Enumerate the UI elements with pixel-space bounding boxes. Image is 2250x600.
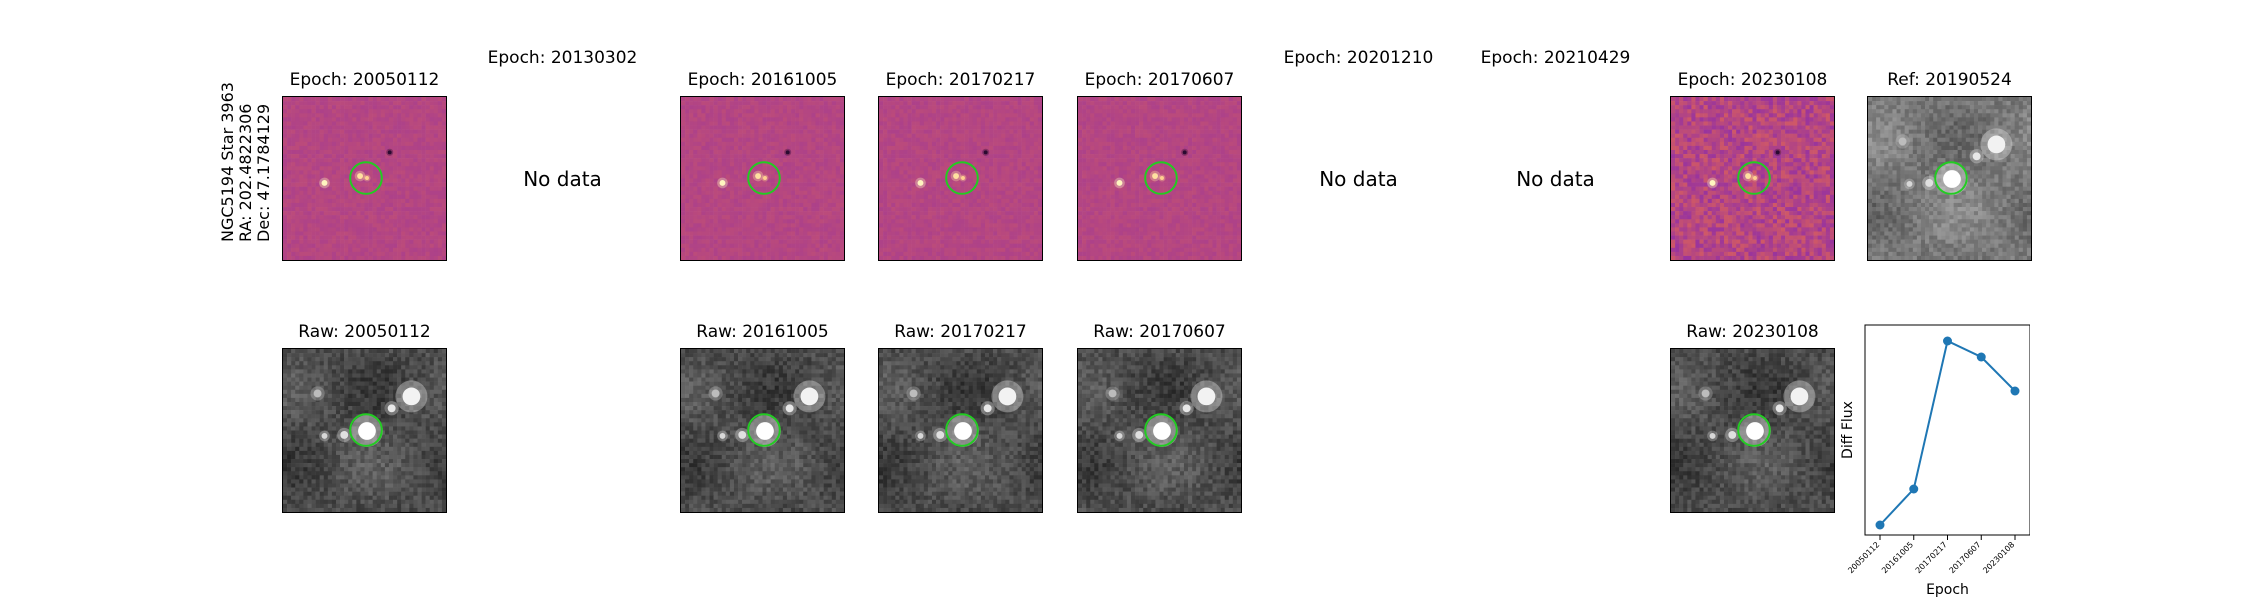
target-dec: Dec: 47.1784129 [254, 103, 273, 242]
top-panel-title: Epoch: 20170607 [1084, 70, 1235, 90]
top-panel-title: Epoch: 20050112 [289, 70, 440, 90]
raw-image [1077, 348, 1242, 513]
difference-image [1077, 96, 1242, 261]
raw-image [680, 348, 845, 513]
difference-image [1670, 96, 1835, 261]
no-data-message: No data [1516, 166, 1595, 191]
top-panel-title: Epoch: 20210429 [1480, 48, 1631, 68]
data-point [1909, 484, 1919, 494]
raw-panel-title: Raw: 20161005 [696, 322, 829, 342]
data-point [1976, 352, 1986, 362]
raw-image [878, 348, 1043, 513]
raw-panel-title: Raw: 20170217 [894, 322, 1027, 342]
target-name: NGC5194 Star 3963 [218, 82, 237, 242]
raw-image [282, 348, 447, 513]
top-panel-title: Epoch: 20170217 [885, 70, 1036, 90]
difference-image [680, 96, 845, 261]
no-data-message: No data [1319, 166, 1398, 191]
reference-image [1867, 96, 2032, 261]
data-point [2010, 386, 2020, 396]
difference-image [282, 96, 447, 261]
top-panel-title: Epoch: 20230108 [1677, 70, 1828, 90]
x-tick-label: 20161005 [1880, 540, 1915, 575]
no-data-message: No data [523, 166, 602, 191]
lightcurve-chart: 2005011220161005201702172017060720230108… [1840, 324, 2030, 598]
raw-panel-title: Raw: 20050112 [298, 322, 431, 342]
series-line [1879, 339, 2016, 526]
x-tick-label: 20230108 [1981, 540, 2016, 575]
top-panel-title: Epoch: 20130302 [487, 48, 638, 68]
raw-image [1670, 348, 1835, 513]
x-tick-label: 20170607 [1948, 540, 1983, 575]
data-point [1875, 520, 1885, 530]
plot-frame [1864, 324, 2030, 536]
difference-image [878, 96, 1043, 261]
x-tick-label: 20170217 [1914, 540, 1949, 575]
data-point [1943, 336, 1952, 346]
top-panel-title: Epoch: 20161005 [687, 70, 838, 90]
x-tick-label: 20050112 [1846, 540, 1881, 575]
y-axis-label: Diff Flux [1840, 401, 1856, 459]
x-axis-label: Epoch [1926, 582, 1969, 598]
top-panel-title: Ref: 20190524 [1887, 70, 2012, 90]
top-panel-title: Epoch: 20201210 [1283, 48, 1434, 68]
raw-panel-title: Raw: 20230108 [1686, 322, 1819, 342]
target-ra: RA: 202.4822306 [236, 103, 255, 243]
raw-panel-title: Raw: 20170607 [1093, 322, 1226, 342]
